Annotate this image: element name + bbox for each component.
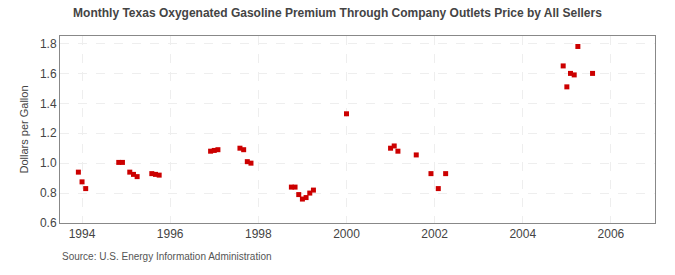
svg-text:1.8: 1.8: [40, 37, 57, 51]
svg-text:2000: 2000: [333, 227, 360, 241]
svg-text:1.0: 1.0: [40, 156, 57, 170]
svg-text:Monthly Texas Oxygenated Gasol: Monthly Texas Oxygenated Gasoline Premiu…: [73, 6, 602, 20]
svg-text:1.6: 1.6: [40, 67, 57, 81]
svg-text:2006: 2006: [598, 227, 625, 241]
svg-text:1.2: 1.2: [40, 126, 57, 140]
svg-text:1998: 1998: [245, 227, 272, 241]
svg-text:2004: 2004: [509, 227, 536, 241]
svg-text:1994: 1994: [69, 227, 96, 241]
svg-text:0.6: 0.6: [40, 216, 57, 230]
svg-text:2002: 2002: [421, 227, 448, 241]
svg-text:0.8: 0.8: [40, 186, 57, 200]
svg-text:1.4: 1.4: [40, 97, 57, 111]
svg-text:1996: 1996: [157, 227, 184, 241]
svg-text:Dollars per Gallon: Dollars per Gallon: [18, 85, 30, 173]
svg-text:Source: U.S. Energy Informatio: Source: U.S. Energy Information Administ…: [62, 251, 272, 262]
